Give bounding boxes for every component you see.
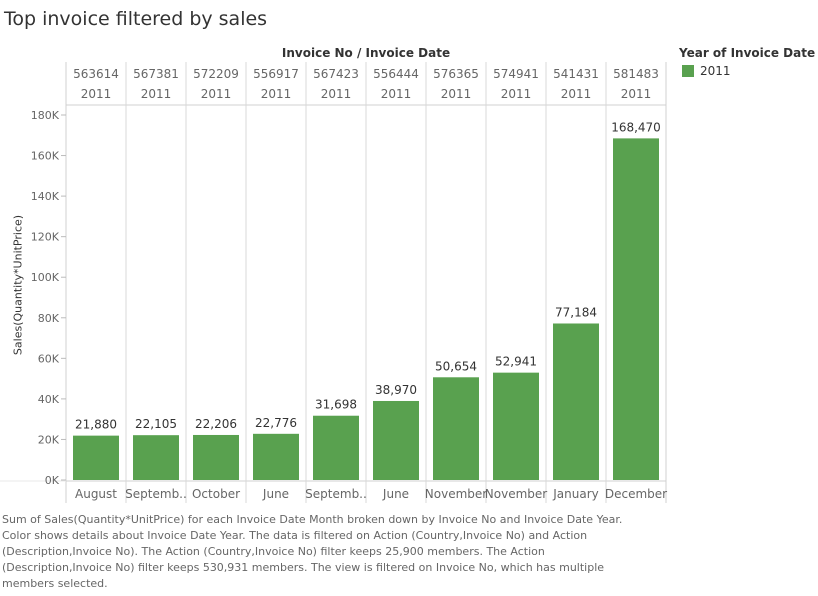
bar-value-label: 77,184 bbox=[555, 305, 597, 319]
invoice-year-label: 2011 bbox=[501, 87, 532, 101]
invoice-year-label: 2011 bbox=[561, 87, 592, 101]
y-tick-label: 20K bbox=[38, 433, 60, 446]
x-tick-label: Septemb.. bbox=[305, 487, 367, 501]
invoice-number-label: 574941 bbox=[493, 67, 539, 81]
x-tick-label: January bbox=[552, 487, 599, 501]
invoice-number-label: 581483 bbox=[613, 67, 659, 81]
bar[interactable] bbox=[133, 435, 179, 480]
invoice-year-label: 2011 bbox=[201, 87, 232, 101]
legend-label[interactable]: 2011 bbox=[700, 64, 731, 78]
invoice-number-label: 556444 bbox=[373, 67, 419, 81]
invoice-number-label: 567423 bbox=[313, 67, 359, 81]
bar[interactable] bbox=[433, 377, 479, 480]
y-tick-label: 100K bbox=[31, 271, 60, 284]
bar[interactable] bbox=[253, 433, 299, 480]
bar-value-label: 38,970 bbox=[375, 383, 417, 397]
y-tick-label: 140K bbox=[31, 190, 60, 203]
bar[interactable] bbox=[373, 400, 419, 480]
x-tick-label: August bbox=[75, 487, 117, 501]
y-tick-label: 60K bbox=[38, 352, 60, 365]
bar-value-label: 50,654 bbox=[435, 359, 477, 373]
x-tick-label: November bbox=[425, 487, 487, 501]
legend-swatch[interactable] bbox=[682, 65, 694, 77]
x-tick-label: November bbox=[485, 487, 547, 501]
bar[interactable] bbox=[613, 138, 659, 480]
invoice-number-label: 576365 bbox=[433, 67, 479, 81]
bar-value-label: 21,880 bbox=[75, 418, 117, 432]
bar-chart: 0K 20K 40K 60K 80K 100K 120K 140K 160K 180K 563614… bbox=[0, 62, 667, 503]
invoice-number-label: 567381 bbox=[133, 67, 179, 81]
bar-value-label: 31,698 bbox=[315, 398, 357, 412]
invoice-year-label: 2011 bbox=[441, 87, 472, 101]
x-tick-label: June bbox=[382, 487, 409, 501]
invoice-year-label: 2011 bbox=[261, 87, 292, 101]
y-tick-label: 40K bbox=[38, 393, 60, 406]
invoice-number-label: 541431 bbox=[553, 67, 599, 81]
y-tick-label: 80K bbox=[38, 312, 60, 325]
bar-value-label: 22,776 bbox=[255, 416, 297, 430]
bar-value-label: 52,941 bbox=[495, 355, 537, 369]
bar[interactable] bbox=[553, 323, 599, 480]
legend-title: Year of Invoice Date bbox=[679, 46, 816, 60]
x-tick-label: December bbox=[605, 487, 667, 501]
invoice-year-label: 2011 bbox=[381, 87, 412, 101]
y-tick-label: 0K bbox=[45, 474, 60, 487]
y-tick-label: 180K bbox=[31, 109, 60, 122]
chart-caption: Sum of Sales(Quantity*UnitPrice) for eac… bbox=[2, 513, 623, 590]
invoice-number-label: 556917 bbox=[253, 67, 299, 81]
invoice-number-label: 563614 bbox=[73, 67, 119, 81]
invoice-number-label: 572209 bbox=[193, 67, 239, 81]
bar[interactable] bbox=[493, 372, 539, 480]
invoice-year-label: 2011 bbox=[81, 87, 112, 101]
invoice-year-label: 2011 bbox=[621, 87, 652, 101]
invoice-year-label: 2011 bbox=[141, 87, 172, 101]
y-tick-label: 120K bbox=[31, 231, 60, 244]
column-header-title: Invoice No / Invoice Date bbox=[281, 46, 451, 60]
invoice-year-label: 2011 bbox=[321, 87, 352, 101]
x-tick-label: June bbox=[262, 487, 289, 501]
bar-value-label: 168,470 bbox=[611, 120, 661, 134]
bar[interactable] bbox=[313, 415, 359, 480]
bar[interactable] bbox=[193, 434, 239, 480]
y-tick-label: 160K bbox=[31, 150, 60, 163]
x-tick-label: Septemb.. bbox=[125, 487, 187, 501]
bar-value-label: 22,105 bbox=[135, 417, 177, 431]
bar-value-label: 22,206 bbox=[195, 417, 237, 431]
x-tick-label: October bbox=[192, 487, 240, 501]
chart-title: Top invoice filtered by sales bbox=[4, 8, 268, 30]
bar[interactable] bbox=[73, 435, 119, 480]
